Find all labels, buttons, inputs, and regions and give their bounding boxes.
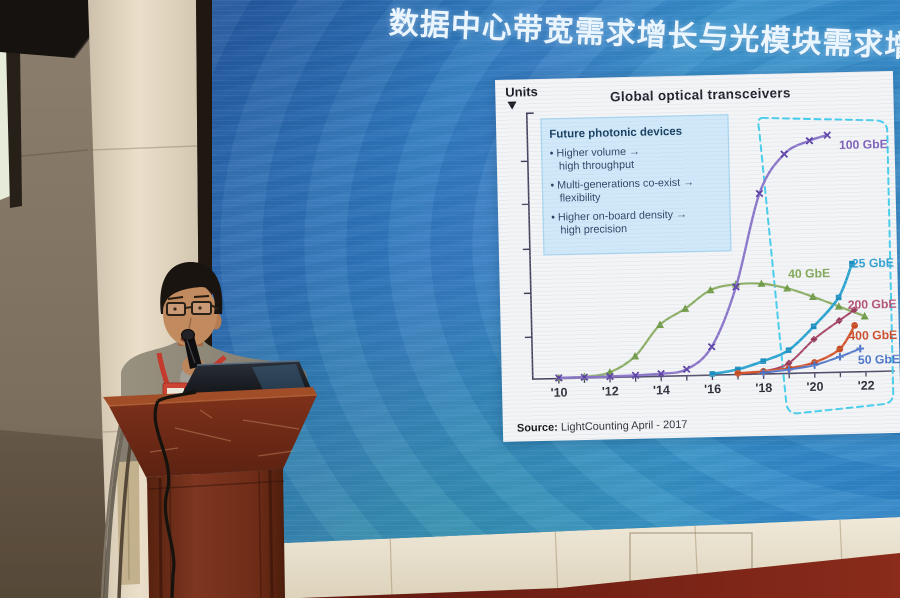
- chart-source: Source: LightCounting April - 2017: [517, 419, 688, 435]
- series-400-gbe: 400 GbE: [734, 322, 897, 377]
- series-50-gbe: 50 GbE: [759, 344, 900, 377]
- units-arrow-icon: [507, 101, 517, 110]
- x-tick-label: '12: [602, 384, 619, 398]
- info-box-line: • Multi-generations co-exist →: [550, 177, 694, 192]
- x-tick-label: '20: [806, 380, 823, 394]
- badge-label: [167, 388, 184, 398]
- x-tick-label: '10: [551, 385, 568, 399]
- laptop-reflection: [252, 364, 306, 392]
- projection-screen: 数据中心带宽需求增长与光模块需求增 Global optical transce…: [212, 0, 900, 546]
- series-label: 200 GbE: [848, 297, 897, 312]
- info-box-line: • Higher on-board density →: [551, 209, 687, 224]
- chart-axes: '10 '12 '14 '16 '18 '20 '22: [520, 112, 895, 400]
- microphone-cable: [153, 390, 197, 598]
- x-tick-label: '18: [755, 381, 772, 395]
- info-box-title: Future photonic devices: [549, 126, 682, 141]
- laptop: [182, 360, 313, 394]
- chart-svg: Global optical transceiversUnits'10'12'1…: [505, 84, 900, 435]
- hair: [160, 262, 223, 314]
- slide-chart-panel: Global optical transceivers Units '10'12'1…: [495, 70, 900, 442]
- info-box-line: high throughput: [559, 159, 634, 173]
- x-tick-label: '22: [858, 378, 875, 392]
- info-box-line: • Higher volume →: [550, 146, 640, 160]
- series-100-gbe: 100 GbE: [554, 131, 888, 382]
- series-label: 100 GbE: [839, 137, 888, 152]
- y-axis-units-label: Units: [505, 84, 538, 100]
- pants-crease: [127, 469, 130, 581]
- series-label: 40 GbE: [788, 266, 830, 281]
- wall-shadow: [0, 430, 112, 598]
- podium-pedestal: [147, 469, 285, 598]
- pedestal-grooves: [148, 469, 285, 598]
- stage-floor: [300, 553, 900, 598]
- ceiling-speaker: [0, 0, 104, 58]
- series-label: 50 GbE: [858, 352, 900, 367]
- podium-upper-box: [109, 395, 317, 477]
- eye: [173, 307, 177, 311]
- podium-edge-highlight: [108, 394, 318, 407]
- nose: [188, 317, 192, 330]
- laptop-lid: [182, 361, 313, 394]
- info-box-line: flexibility: [560, 192, 602, 205]
- chart-title: Global optical transceivers: [610, 85, 791, 104]
- eyebrows: [167, 295, 210, 300]
- dashed-highlight-region: [757, 116, 895, 415]
- column-seam: [89, 145, 198, 151]
- microphone: [181, 329, 202, 369]
- info-box: Future photonic devices • Higher volume →…: [540, 114, 732, 256]
- eye: [198, 306, 202, 310]
- x-tick-label: '16: [704, 382, 721, 396]
- series-label: 25 GbE: [852, 256, 894, 271]
- series-25-gbe: 25 GbE: [709, 256, 894, 377]
- laptop-lid-edge: [196, 360, 300, 366]
- series-label: 400 GbE: [848, 328, 897, 343]
- monitor-edge: [6, 44, 22, 208]
- info-box-line: high precision: [560, 223, 627, 237]
- x-tick-label: '14: [653, 383, 670, 397]
